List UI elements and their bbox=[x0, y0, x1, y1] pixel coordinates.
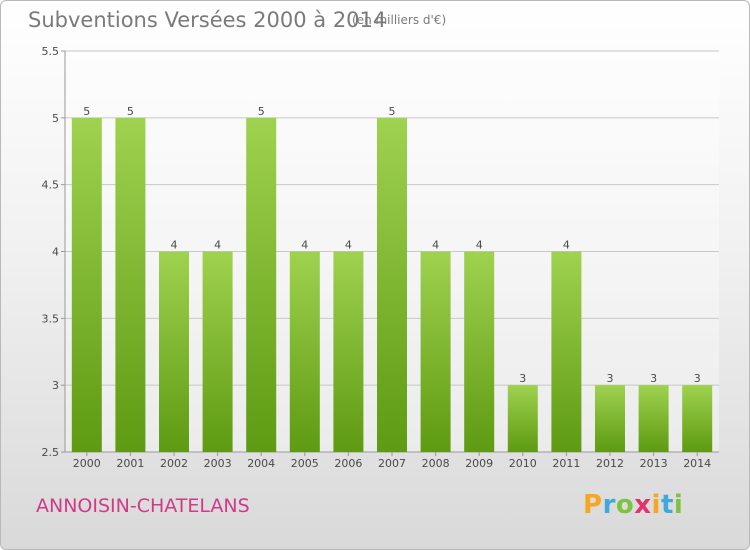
logo-letter: P bbox=[583, 490, 603, 520]
x-tick-label: 2006 bbox=[334, 457, 362, 470]
bar-value-label: 3 bbox=[694, 372, 701, 385]
y-tick-label: 4 bbox=[52, 246, 59, 259]
x-tick-label: 2009 bbox=[465, 457, 493, 470]
x-tick-label: 2002 bbox=[160, 457, 188, 470]
proxiti-logo: Proxiti bbox=[583, 490, 683, 520]
x-tick-label: 2001 bbox=[116, 457, 144, 470]
bar-value-label: 4 bbox=[345, 239, 352, 252]
bar-value-label: 3 bbox=[607, 372, 614, 385]
y-tick-label: 2.5 bbox=[42, 446, 60, 459]
x-tick-label: 2011 bbox=[552, 457, 580, 470]
x-tick-label: 2000 bbox=[73, 457, 101, 470]
bar bbox=[377, 117, 407, 452]
bar-value-label: 5 bbox=[83, 105, 90, 118]
logo-letter: o bbox=[615, 490, 635, 520]
chart-title: Subventions Versées 2000 à 2014 bbox=[28, 8, 387, 32]
logo-letter: i bbox=[651, 490, 661, 520]
y-tick-label: 5 bbox=[52, 112, 59, 125]
x-tick-label: 2004 bbox=[247, 457, 275, 470]
logo-letter: i bbox=[673, 490, 684, 520]
bar bbox=[159, 251, 189, 452]
bar-value-label: 5 bbox=[127, 105, 134, 118]
x-tick-label: 2005 bbox=[291, 457, 319, 470]
bar-value-label: 3 bbox=[519, 372, 526, 385]
bar-value-label: 4 bbox=[432, 239, 439, 252]
bar bbox=[289, 251, 320, 452]
bar-value-label: 3 bbox=[650, 372, 657, 385]
bar bbox=[420, 251, 451, 452]
bar bbox=[595, 385, 625, 452]
logo-letter: t bbox=[660, 490, 674, 520]
bar bbox=[246, 117, 277, 452]
y-tick-label: 5.5 bbox=[42, 45, 60, 58]
y-tick-label: 3.5 bbox=[42, 312, 60, 325]
x-tick-label: 2010 bbox=[509, 457, 537, 470]
x-tick-label: 2008 bbox=[422, 457, 450, 470]
bar bbox=[551, 251, 582, 452]
x-tick-label: 2013 bbox=[640, 457, 668, 470]
bar-value-label: 4 bbox=[171, 239, 178, 252]
y-tick-label: 3 bbox=[52, 379, 59, 392]
bar bbox=[115, 117, 146, 452]
bar bbox=[71, 117, 102, 452]
bar bbox=[638, 385, 669, 452]
logo-letter: x bbox=[634, 490, 652, 520]
x-tick-label: 2003 bbox=[204, 457, 232, 470]
bar bbox=[507, 385, 538, 452]
x-tick-label: 2014 bbox=[683, 457, 711, 470]
commune-name: ANNOISIN-CHATELANS bbox=[36, 495, 250, 517]
bar-value-label: 5 bbox=[258, 105, 265, 118]
x-tick-label: 2007 bbox=[378, 457, 406, 470]
x-tick-label: 2012 bbox=[596, 457, 624, 470]
logo-letter: r bbox=[602, 490, 616, 520]
chart-subtitle: (en milliers d'€) bbox=[352, 13, 447, 27]
bar-value-label: 5 bbox=[389, 105, 396, 118]
bar-value-label: 4 bbox=[476, 239, 483, 252]
bar bbox=[682, 385, 713, 452]
y-tick-label: 4.5 bbox=[42, 179, 60, 192]
bar-value-label: 4 bbox=[301, 239, 308, 252]
bar bbox=[202, 251, 233, 452]
bar-value-label: 4 bbox=[563, 239, 570, 252]
bar bbox=[333, 251, 364, 452]
bar bbox=[464, 251, 495, 452]
bar-value-label: 4 bbox=[214, 239, 221, 252]
